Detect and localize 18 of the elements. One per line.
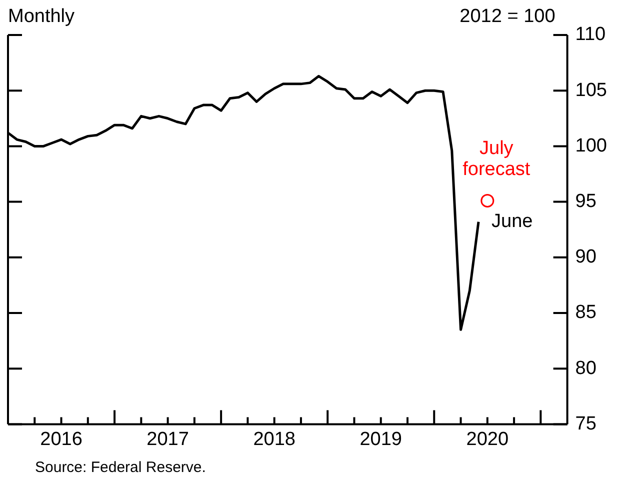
y-tick-label: 80 — [575, 358, 596, 379]
y-tick-label: 110 — [575, 24, 606, 46]
y-tick-label: 105 — [575, 80, 607, 101]
source-note: Source: Federal Reserve. — [35, 459, 206, 476]
chart-subtitle: Monthly — [8, 6, 76, 28]
y-axis-title: 2012 = 100 — [460, 6, 556, 28]
series-label: July forecast — [462, 138, 531, 180]
x-tick-label: 2020 — [466, 428, 509, 450]
x-tick-label: 2016 — [40, 428, 82, 450]
x-tick-label: 2017 — [146, 428, 189, 450]
y-tick-label: 90 — [575, 246, 596, 268]
y-tick-label: 75 — [575, 413, 596, 434]
x-tick-label: 2019 — [360, 428, 402, 450]
x-tick-label: 2018 — [253, 428, 296, 450]
y-tick-label: 95 — [575, 191, 596, 212]
annotation: June — [492, 211, 533, 232]
y-tick-label: 100 — [575, 135, 607, 156]
y-tick-label: 85 — [575, 302, 596, 324]
